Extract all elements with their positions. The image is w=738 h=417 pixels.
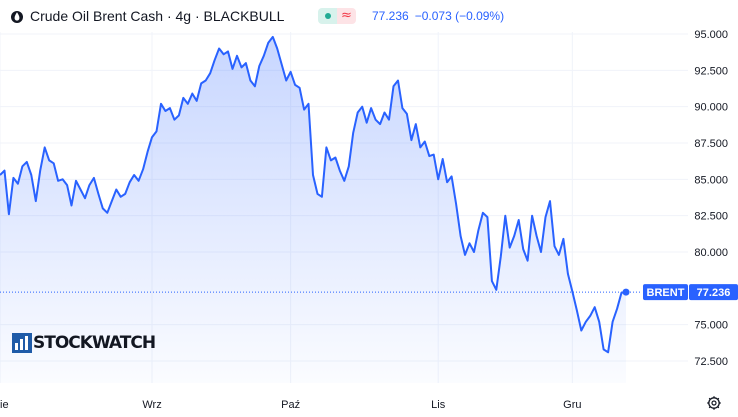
y-tick-label: 95.000 (694, 29, 728, 41)
price-readout: 77.236 −0.073 (−0.09%) (372, 9, 504, 23)
y-tick-label: 92.500 (694, 65, 728, 77)
symbol-title[interactable]: Crude Oil Brent Cash · 4g · BLACKBULL (30, 8, 285, 24)
logo-text: STOCKWATCH (33, 333, 156, 353)
y-tick-label: 80.000 (694, 247, 728, 259)
y-tick-label: 72.500 (694, 356, 728, 368)
x-tick-label: Lis (431, 399, 446, 411)
stockwatch-logo: STOCKWATCH (12, 332, 156, 354)
series-name-tag (643, 284, 688, 301)
price-change: −0.073 (−0.09%) (414, 9, 505, 23)
y-tick-label: 90.000 (694, 102, 728, 114)
y-tick-label: 82.500 (694, 211, 728, 223)
x-tick-label: Gru (563, 399, 581, 411)
x-tick-label: Paź (281, 399, 300, 411)
market-open-badge[interactable] (318, 8, 337, 24)
wave-badge[interactable]: ≈ (337, 8, 356, 24)
chart-header: Crude Oil Brent Cash · 4g · BLACKBULL ≈ … (0, 0, 738, 32)
oil-drop-icon (11, 11, 23, 23)
x-tick-label: ie (0, 399, 9, 411)
y-tick-label: 75.000 (694, 320, 728, 332)
y-tick-label: 85.000 (694, 174, 728, 186)
series-last-value: 77.236 (697, 287, 731, 299)
last-price-label: BRENT 77.236 (643, 284, 738, 301)
series-area-brent (0, 36, 626, 384)
y-tick-label: 87.500 (694, 138, 728, 150)
price-tag (689, 284, 738, 301)
series-name-label: BRENT (647, 287, 685, 299)
logo-bars-icon (12, 333, 32, 353)
market-status-badges[interactable]: ≈ (318, 8, 356, 24)
x-tick-label: Wrz (142, 399, 161, 411)
status-dot-icon (324, 13, 331, 19)
last-price: 77.236 (372, 9, 409, 23)
series-line-brent[interactable] (0, 35, 627, 354)
gear-icon[interactable] (706, 395, 722, 411)
last-point-marker (622, 288, 630, 296)
